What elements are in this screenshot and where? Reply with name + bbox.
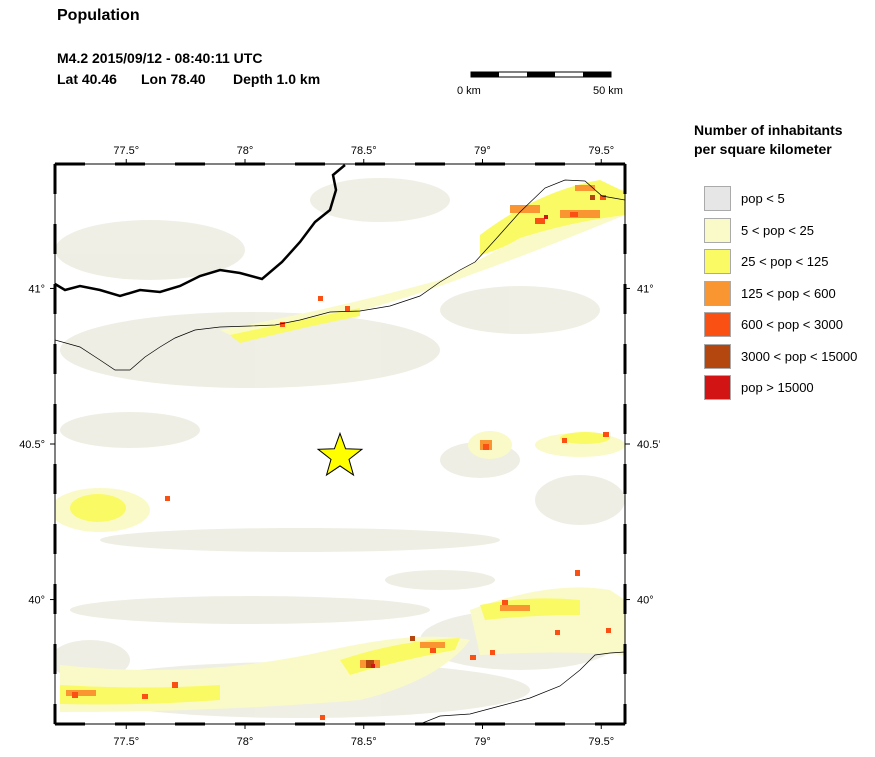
legend-label: pop > 15000 bbox=[741, 380, 814, 395]
legend-item: pop < 5 bbox=[704, 186, 874, 212]
x-tick-label: 79° bbox=[474, 145, 491, 157]
legend-item: 600 < pop < 3000 bbox=[704, 312, 874, 338]
legend-swatch bbox=[704, 343, 731, 369]
legend-item: 125 < pop < 600 bbox=[704, 280, 874, 307]
y-tick-label: 41° bbox=[637, 283, 654, 295]
legend-swatch bbox=[704, 312, 731, 337]
latitude-value: Lat 40.46 bbox=[57, 71, 117, 87]
scale-bar-end-label: 50 km bbox=[593, 85, 623, 97]
axis-ticks: 77.5° 77.5° 78° 78° 78.5° 78.5° 79° 79° 79.5° 79.… bbox=[19, 145, 660, 748]
event-header: M4.2 2015/09/12 - 08:40:11 UTC bbox=[57, 50, 263, 66]
map-title: Population bbox=[57, 7, 140, 24]
legend-label: 600 < pop < 3000 bbox=[741, 317, 843, 332]
legend-swatch bbox=[704, 249, 731, 274]
x-tick-label: 77.5° bbox=[113, 145, 139, 157]
population-map: 77.5° 77.5° 78° 78° 78.5° 78.5° 79° 79° 79.5° 79.… bbox=[19, 145, 660, 748]
legend-swatch bbox=[704, 375, 731, 400]
scale-bar-start-label: 0 km bbox=[457, 85, 481, 97]
legend-title-line2: per square kilometer bbox=[694, 141, 832, 157]
legend-item: 3000 < pop < 15000 bbox=[704, 343, 874, 370]
event-coordinates: Lat 40.46 Lon 78.40 Depth 1.0 km bbox=[57, 71, 320, 87]
legend-item: 5 < pop < 25 bbox=[704, 217, 874, 244]
x-tick-label: 79.5° bbox=[588, 736, 614, 748]
legend-label: 25 < pop < 125 bbox=[741, 254, 829, 269]
legend-item: 25 < pop < 125 bbox=[704, 249, 874, 275]
x-tick-label: 77.5° bbox=[113, 736, 139, 748]
legend-title: Number of inhabitants per square kilomet… bbox=[694, 121, 869, 159]
legend-label: 125 < pop < 600 bbox=[741, 285, 836, 301]
epicenter-star-icon bbox=[316, 431, 364, 477]
scale-bar bbox=[470, 71, 612, 78]
x-tick-label: 78° bbox=[237, 736, 254, 748]
y-tick-label: 40.5° bbox=[637, 439, 660, 451]
x-tick-label: 78° bbox=[237, 145, 254, 157]
legend-swatch bbox=[704, 217, 731, 243]
river-line bbox=[55, 179, 625, 371]
x-tick-label: 79° bbox=[474, 736, 491, 748]
x-tick-label: 79.5° bbox=[588, 145, 614, 157]
y-tick-label: 40° bbox=[28, 595, 45, 607]
legend-label: pop < 5 bbox=[741, 191, 785, 206]
y-tick-label: 41° bbox=[28, 283, 45, 295]
population-layer bbox=[55, 164, 625, 724]
depth-value: Depth 1.0 km bbox=[233, 71, 321, 87]
y-tick-label: 40° bbox=[637, 595, 654, 607]
river-line-south bbox=[419, 651, 625, 724]
map-frame bbox=[53, 162, 627, 726]
legend-label: 3000 < pop < 15000 bbox=[741, 348, 858, 364]
legend-item: pop > 15000 bbox=[704, 375, 874, 401]
legend-title-line1: Number of inhabitants bbox=[694, 122, 843, 138]
y-tick-label: 40.5° bbox=[19, 439, 45, 451]
country-border bbox=[55, 164, 346, 298]
legend-label: 5 < pop < 25 bbox=[741, 222, 815, 238]
legend-swatch bbox=[704, 186, 731, 211]
x-tick-label: 78.5° bbox=[351, 736, 377, 748]
legend-swatch bbox=[704, 280, 731, 306]
longitude-value: Lon 78.40 bbox=[141, 71, 206, 87]
x-tick-label: 78.5° bbox=[351, 145, 377, 157]
